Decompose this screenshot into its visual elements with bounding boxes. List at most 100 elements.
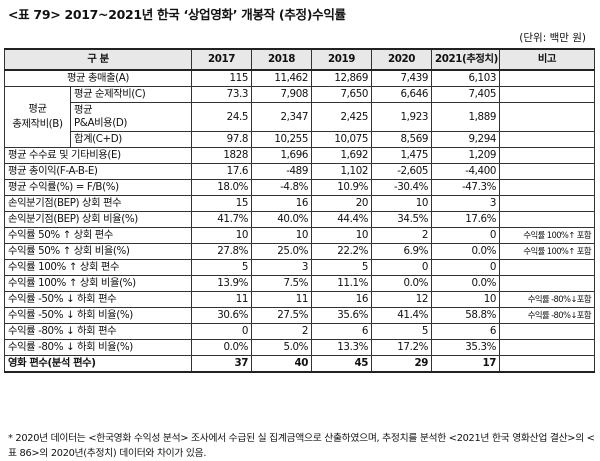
value-cell: 5.0% xyxy=(251,339,312,356)
footnote: * 2020년 데이터는 <한국영화 수익성 분석> 조사에서 수급된 실 집계… xyxy=(8,433,595,459)
value-cell: 7.5% xyxy=(251,275,312,292)
value-cell: 5 xyxy=(191,259,252,276)
value-cell: 22.2% xyxy=(311,243,372,260)
value-cell: 27.5% xyxy=(251,307,312,324)
value-cell: 10 xyxy=(311,227,372,244)
value-cell: 10 xyxy=(371,195,432,212)
header-category: 구 분 xyxy=(4,48,192,71)
value-cell: 29 xyxy=(371,355,432,373)
table-title: <표 79> 2017~2021년 한국 ‘상업영화’ 개봉작 (추정)수익률 xyxy=(8,7,346,22)
value-cell: 40.0% xyxy=(251,211,312,228)
value-cell: 10 xyxy=(251,227,312,244)
table-row: 수익률 100% ↑ 상회 비율(%) 13.9% 7.5% 11.1% 0.0% 0.0… xyxy=(4,275,595,292)
value-cell: -4,400 xyxy=(431,163,500,180)
table-row: 수익률 50% ↑ 상회 편수 10 10 10 2 0 수익률 100%↑ 포함 xyxy=(4,227,595,244)
value-cell: 6,646 xyxy=(371,86,432,103)
value-cell: 30.6% xyxy=(191,307,252,324)
remarks-cell xyxy=(499,163,595,180)
row-label: 수익률 -50% ↓ 하회 비율(%) xyxy=(4,307,192,324)
table-row: 영화 편수(분석 편수) 37 40 45 29 17 xyxy=(4,355,595,373)
row-label: 수익률 -50% ↓ 하회 편수 xyxy=(4,291,192,308)
table-row: 평균 P&A비용(D) 24.5 2,347 2,425 1,923 1,889 xyxy=(5,102,595,132)
value-cell: 18.0% xyxy=(191,179,252,196)
value-cell: 5 xyxy=(311,259,372,276)
value-cell: 16 xyxy=(311,291,372,308)
profit-table: 구 분 2017 2018 2019 2020 2021(추정치) 비고 평균 … xyxy=(4,48,595,373)
table-row: 평균 총매출(A) 115 11,462 12,869 7,439 6,103 xyxy=(4,69,595,87)
remarks-cell xyxy=(499,102,595,132)
value-cell: 2 xyxy=(251,323,312,340)
value-cell: 0.0% xyxy=(431,275,500,292)
row-label: 수익률 50% ↑ 상회 비율(%) xyxy=(4,243,192,260)
value-cell: 58.8% xyxy=(431,307,500,324)
value-cell: 17.2% xyxy=(371,339,432,356)
value-cell: 13.9% xyxy=(191,275,252,292)
table-row: 손익분기점(BEP) 상회 편수 15 16 20 10 3 xyxy=(4,195,595,212)
value-cell: 0.0% xyxy=(431,243,500,260)
table-row: 수익률 -50% ↓ 하회 비율(%) 30.6% 27.5% 35.6% 41.4% 5… xyxy=(4,307,595,324)
row-label: 평균 총매출(A) xyxy=(4,69,192,87)
value-cell: 45 xyxy=(311,355,372,373)
value-cell: 0 xyxy=(371,259,432,276)
value-cell: 11 xyxy=(191,291,252,308)
group-label: 평균 총제작비(B) xyxy=(4,86,71,148)
value-cell: 16 xyxy=(251,195,312,212)
value-cell: 11.1% xyxy=(311,275,372,292)
remarks-cell xyxy=(499,355,595,373)
value-cell: 3 xyxy=(251,259,312,276)
value-cell: 12,869 xyxy=(311,69,372,87)
remarks-cell xyxy=(499,339,595,356)
row-label: 수익률 100% ↑ 상회 비율(%) xyxy=(4,275,192,292)
value-cell: 0.0% xyxy=(371,275,432,292)
value-cell: 1,475 xyxy=(371,147,432,164)
row-label: 평균 수익률(%) = F/B(%) xyxy=(4,179,192,196)
row-label: 수익률 -80% ↓ 하회 비율(%) xyxy=(4,339,192,356)
value-cell: 7,650 xyxy=(311,86,372,103)
row-label: 영화 편수(분석 편수) xyxy=(4,355,192,373)
value-cell: 10 xyxy=(191,227,252,244)
value-cell: 1,692 xyxy=(311,147,372,164)
header-year: 2017 xyxy=(191,48,252,71)
value-cell: -2,605 xyxy=(371,163,432,180)
value-cell: 0.0% xyxy=(191,339,252,356)
table-row: 손익분기점(BEP) 상회 비율(%) 41.7% 40.0% 44.4% 34.5% 1… xyxy=(4,211,595,228)
row-label: 수익률 50% ↑ 상회 편수 xyxy=(4,227,192,244)
value-cell: 10.9% xyxy=(311,179,372,196)
value-cell: 41.7% xyxy=(191,211,252,228)
value-cell: 6 xyxy=(431,323,500,340)
value-cell: 10 xyxy=(431,291,500,308)
value-cell: 2,347 xyxy=(251,102,312,132)
table-row: 수익률 50% ↑ 상회 비율(%) 27.8% 25.0% 22.2% 6.9% 0.0… xyxy=(4,243,595,260)
header-year: 2021(추정치) xyxy=(431,48,500,71)
remarks-cell xyxy=(499,275,595,292)
value-cell: 1,923 xyxy=(371,102,432,132)
table-row: 평균 수수료 및 기타비용(E) 1828 1,696 1,692 1,475 1,209 xyxy=(4,147,595,164)
value-cell: 0 xyxy=(431,259,500,276)
value-cell: 17.6 xyxy=(191,163,252,180)
header-remarks: 비고 xyxy=(499,48,595,71)
value-cell: 37 xyxy=(191,355,252,373)
value-cell: 7,405 xyxy=(431,86,500,103)
header-year: 2019 xyxy=(311,48,372,71)
value-cell: 34.5% xyxy=(371,211,432,228)
value-cell: 6,103 xyxy=(431,69,500,87)
remarks-cell xyxy=(499,259,595,276)
remarks-cell xyxy=(499,147,595,164)
value-cell: 97.8 xyxy=(191,131,252,148)
header-year: 2020 xyxy=(371,48,432,71)
table-row: 수익률 100% ↑ 상회 편수 5 3 5 0 0 xyxy=(4,259,595,276)
value-cell: 17 xyxy=(431,355,500,373)
value-cell: 35.6% xyxy=(311,307,372,324)
value-cell: 3 xyxy=(431,195,500,212)
value-cell: 73.3 xyxy=(191,86,252,103)
value-cell: 5 xyxy=(371,323,432,340)
value-cell: 25.0% xyxy=(251,243,312,260)
value-cell: 12 xyxy=(371,291,432,308)
row-label: 합계(C+D) xyxy=(70,131,192,148)
value-cell: -30.4% xyxy=(371,179,432,196)
value-cell: 0 xyxy=(191,323,252,340)
table-row: 평균 총제작비(B) 평균 순제작비(C) 73.3 7,908 7,650 6,646 7,… xyxy=(4,86,595,148)
remarks-cell xyxy=(499,211,595,228)
value-cell: 0 xyxy=(431,227,500,244)
row-label: 손익분기점(BEP) 상회 비율(%) xyxy=(4,211,192,228)
